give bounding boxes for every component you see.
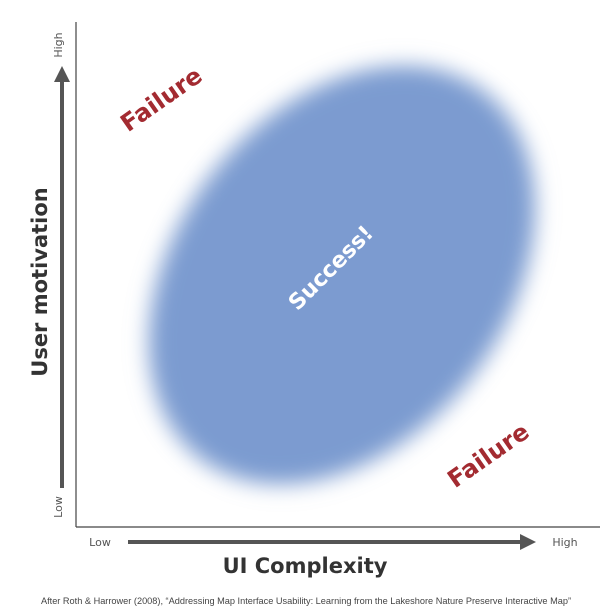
y-axis-high-label: High — [52, 32, 65, 57]
x-axis-low-label: Low — [89, 536, 111, 549]
success-region — [148, 65, 536, 485]
y-axis-low-label: Low — [52, 496, 65, 518]
failure-label-bottom-right: Failure — [442, 417, 534, 493]
x-axis-high-label: High — [552, 536, 577, 549]
y-axis-title: User motivation — [28, 187, 52, 376]
failure-label-top-left: Failure — [115, 61, 207, 137]
x-axis-title: UI Complexity — [223, 554, 388, 578]
citation: After Roth & Harrower (2008), “Addressin… — [41, 596, 571, 606]
